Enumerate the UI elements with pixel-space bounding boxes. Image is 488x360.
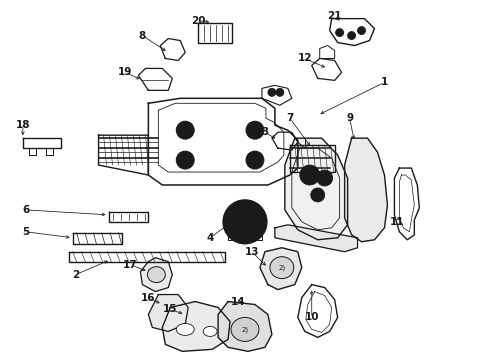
Polygon shape <box>162 302 229 351</box>
Polygon shape <box>218 302 271 351</box>
Text: 21: 21 <box>327 11 341 21</box>
Circle shape <box>310 188 324 202</box>
Text: 13: 13 <box>244 247 259 257</box>
Polygon shape <box>289 145 334 172</box>
Polygon shape <box>329 19 374 45</box>
Polygon shape <box>198 23 232 42</box>
Text: 2): 2) <box>278 264 285 271</box>
Circle shape <box>229 207 260 237</box>
Text: 20: 20 <box>190 15 205 26</box>
Text: 10: 10 <box>304 312 318 323</box>
Circle shape <box>176 151 194 169</box>
Polygon shape <box>46 148 53 155</box>
Polygon shape <box>108 212 148 222</box>
Polygon shape <box>262 85 291 105</box>
Polygon shape <box>285 138 347 240</box>
Text: 17: 17 <box>123 260 138 270</box>
Circle shape <box>316 170 332 186</box>
Circle shape <box>267 88 275 96</box>
Ellipse shape <box>203 327 217 336</box>
Polygon shape <box>160 39 185 60</box>
Circle shape <box>299 165 319 185</box>
Polygon shape <box>311 58 341 80</box>
Circle shape <box>245 151 264 169</box>
Polygon shape <box>260 248 301 289</box>
Text: 8: 8 <box>139 31 146 41</box>
Circle shape <box>335 28 343 37</box>
Text: 12: 12 <box>297 54 311 63</box>
Polygon shape <box>319 45 334 58</box>
Text: 9: 9 <box>346 113 352 123</box>
Text: 2): 2) <box>241 326 248 333</box>
Text: 18: 18 <box>16 120 30 130</box>
Circle shape <box>238 215 251 229</box>
Ellipse shape <box>147 267 165 283</box>
Polygon shape <box>140 258 172 292</box>
Text: 7: 7 <box>285 113 293 123</box>
Text: 6: 6 <box>22 205 29 215</box>
Circle shape <box>245 121 264 139</box>
Circle shape <box>223 200 266 244</box>
Text: 3: 3 <box>261 127 268 137</box>
Ellipse shape <box>176 323 194 336</box>
Polygon shape <box>274 225 357 252</box>
Polygon shape <box>271 132 297 150</box>
Text: 5: 5 <box>22 227 29 237</box>
Text: 15: 15 <box>163 305 177 315</box>
Polygon shape <box>148 98 297 185</box>
Circle shape <box>176 121 194 139</box>
Ellipse shape <box>269 257 293 279</box>
Polygon shape <box>68 252 224 262</box>
Text: 19: 19 <box>118 67 132 77</box>
Polygon shape <box>29 148 36 155</box>
Circle shape <box>357 27 365 35</box>
Polygon shape <box>394 168 419 240</box>
Polygon shape <box>23 138 61 148</box>
Polygon shape <box>138 68 172 90</box>
Circle shape <box>347 32 355 40</box>
Polygon shape <box>73 233 122 244</box>
Text: 16: 16 <box>141 293 155 302</box>
Text: 11: 11 <box>389 217 404 227</box>
Text: 1: 1 <box>380 77 387 87</box>
Ellipse shape <box>230 318 259 341</box>
Polygon shape <box>344 138 386 242</box>
Text: 4: 4 <box>206 233 213 243</box>
Text: 14: 14 <box>230 297 245 306</box>
Polygon shape <box>99 135 148 175</box>
Polygon shape <box>297 285 337 337</box>
Text: 2: 2 <box>72 270 79 280</box>
Circle shape <box>275 88 283 96</box>
Polygon shape <box>148 294 188 332</box>
